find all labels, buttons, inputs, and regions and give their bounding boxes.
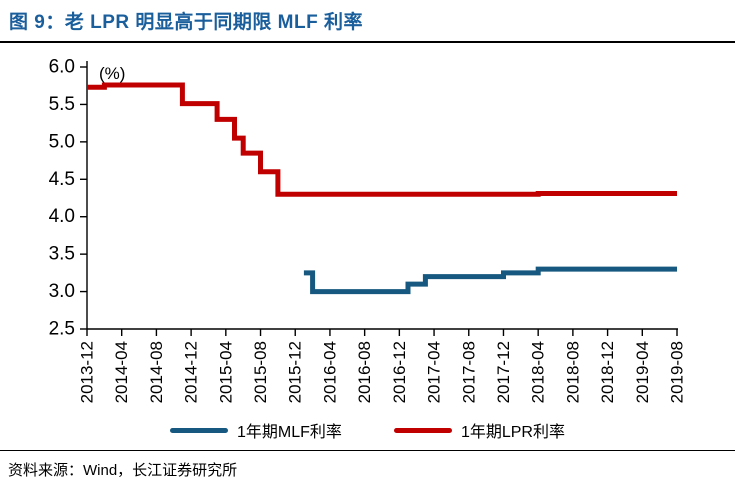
x-tick-label: 2016-04 bbox=[320, 341, 339, 403]
x-tick-label: 2017-04 bbox=[425, 341, 444, 403]
chart-legend: 1年期MLF利率 1年期LPR利率 bbox=[0, 417, 735, 443]
x-tick-label: 2015-04 bbox=[216, 341, 235, 403]
footer-divider bbox=[0, 450, 735, 451]
figure-title: 图 9：老 LPR 明显高于同期限 MLF 利率 bbox=[9, 12, 364, 33]
series-line-1 bbox=[87, 82, 677, 197]
x-tick-label: 2018-08 bbox=[563, 341, 582, 403]
rate-line-chart: 2.5 3.0 3.5 4.0 4.5 5.0 5.5 6.0 2013-12 2014-04 20… bbox=[49, 57, 687, 404]
legend-label-lpr: 1年期LPR利率 bbox=[460, 424, 565, 441]
y-tick-label: 3.5 bbox=[49, 244, 75, 265]
x-tick-label: 2016-08 bbox=[355, 341, 374, 403]
y-tick-label: 4.5 bbox=[49, 169, 75, 190]
y-tick-label: 3.0 bbox=[49, 281, 75, 302]
y-tick-label: 2.5 bbox=[49, 319, 75, 340]
x-tick-label: 2014-08 bbox=[147, 341, 166, 403]
x-tick-label: 2013-12 bbox=[78, 341, 97, 403]
x-tick-label: 2017-08 bbox=[459, 341, 478, 403]
y-tick-label: 5.5 bbox=[49, 94, 75, 115]
x-tick-label: 2016-12 bbox=[390, 341, 409, 403]
source-note: 资料来源：Wind，长江证券研究所 bbox=[8, 462, 238, 479]
x-tick-label: 2018-04 bbox=[529, 341, 548, 403]
lpr-line-swatch-icon bbox=[393, 427, 452, 433]
y-tick-label: 6.0 bbox=[49, 57, 75, 78]
x-tick-label: 2019-08 bbox=[668, 341, 687, 403]
legend-item-lpr: 1年期LPR利率 bbox=[393, 418, 565, 442]
y-tick-label: 4.0 bbox=[49, 206, 75, 227]
series-line-0 bbox=[303, 266, 677, 295]
x-tick-label: 2014-04 bbox=[112, 341, 131, 403]
x-tick-label: 2017-12 bbox=[494, 341, 513, 403]
mlf-line-swatch-icon bbox=[170, 427, 229, 433]
x-tick-label: 2019-04 bbox=[633, 341, 652, 403]
y-tick-label: 5.0 bbox=[49, 131, 75, 152]
axis-labels: 2.5 3.0 3.5 4.0 4.5 5.0 5.5 6.0 2013-12 2014-04 20… bbox=[49, 57, 687, 404]
x-tick-label: 2018-12 bbox=[598, 341, 617, 403]
y-axis-unit-label: (%) bbox=[99, 64, 125, 83]
legend-item-mlf: 1年期MLF利率 bbox=[170, 418, 342, 442]
x-tick-label: 2015-08 bbox=[251, 341, 270, 403]
axes bbox=[80, 61, 678, 336]
legend-label-mlf: 1年期MLF利率 bbox=[237, 424, 342, 441]
title-divider bbox=[0, 41, 735, 43]
x-tick-label: 2015-12 bbox=[286, 341, 305, 403]
x-tick-label: 2014-12 bbox=[182, 341, 201, 403]
